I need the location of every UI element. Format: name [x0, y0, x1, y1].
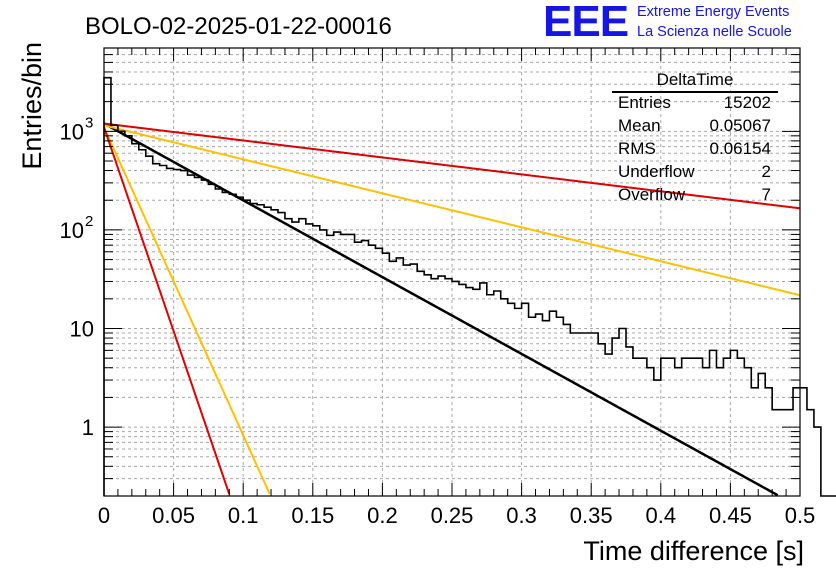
- y-tick-exponent: 2: [85, 213, 93, 230]
- stats-row-rms: RMS 0.06154: [618, 139, 771, 161]
- x-tick-label: 0.5: [785, 503, 816, 528]
- stats-title: DeltaTime: [612, 70, 778, 93]
- tick-labels: 0 0.05 0.1 0.15 0.2 0.25 0.3 0.35 0.4 0.45 0.5 1 10 1…: [60, 114, 816, 528]
- x-tick-label: 0.3: [506, 503, 537, 528]
- stats-row-underflow: Underflow 2: [618, 162, 771, 184]
- x-tick-label: 0.2: [367, 503, 398, 528]
- grid: [103, 47, 801, 497]
- y-tick-exponent: 3: [85, 114, 93, 131]
- x-tick-label: 0.1: [228, 503, 259, 528]
- eee-logo: EEE: [543, 0, 629, 46]
- logo-tagline-2: La Scienza nelle Scuole: [637, 24, 792, 40]
- stats-key: RMS: [618, 139, 656, 158]
- histogram: [103, 76, 836, 497]
- x-tick-label: 0: [98, 503, 110, 528]
- fit-curve: [103, 126, 271, 495]
- x-tick-label: 0.4: [646, 503, 677, 528]
- x-tick-label: 0.15: [291, 503, 334, 528]
- stats-row-mean: Mean 0.05067: [618, 116, 771, 138]
- x-tick-label: 0.05: [152, 503, 195, 528]
- stats-value: 7: [761, 185, 771, 204]
- stats-box: DeltaTime Entries 15202 Mean 0.05067 RMS…: [612, 70, 778, 210]
- y-tick-label: 10: [60, 119, 84, 144]
- chart-title: BOLO-02-2025-01-22-00016: [85, 13, 392, 40]
- logo-tagline-1: Extreme Energy Events: [637, 4, 790, 20]
- fit-curve: [103, 126, 231, 495]
- stats-key: Overflow: [618, 185, 686, 204]
- stats-value: 2: [761, 162, 771, 181]
- stats-value: 0.05067: [709, 116, 771, 135]
- stats-value: 15202: [723, 93, 771, 112]
- y-tick-label: 10: [60, 218, 84, 243]
- stats-value: 0.06154: [709, 139, 771, 158]
- stats-key: Underflow: [618, 162, 695, 181]
- fit-curve: [103, 122, 801, 210]
- x-tick-label: 0.25: [431, 503, 474, 528]
- axes: [103, 47, 801, 497]
- y-tick-label: 1: [82, 415, 94, 440]
- y-tick-label: 10: [70, 316, 94, 341]
- fit-curve: [103, 124, 801, 297]
- fit-curve: [103, 122, 779, 497]
- stats-row-entries: Entries 15202: [618, 93, 771, 115]
- x-tick-label: 0.35: [570, 503, 613, 528]
- stats-row-overflow: Overflow 7: [618, 185, 771, 207]
- y-axis-label: Entries/bin: [17, 42, 47, 170]
- x-tick-label: 0.45: [709, 503, 752, 528]
- stats-key: Mean: [618, 116, 661, 135]
- x-axis-label: Time difference [s]: [583, 536, 804, 566]
- fit-curves: [103, 122, 801, 497]
- stats-key: Entries: [618, 93, 671, 112]
